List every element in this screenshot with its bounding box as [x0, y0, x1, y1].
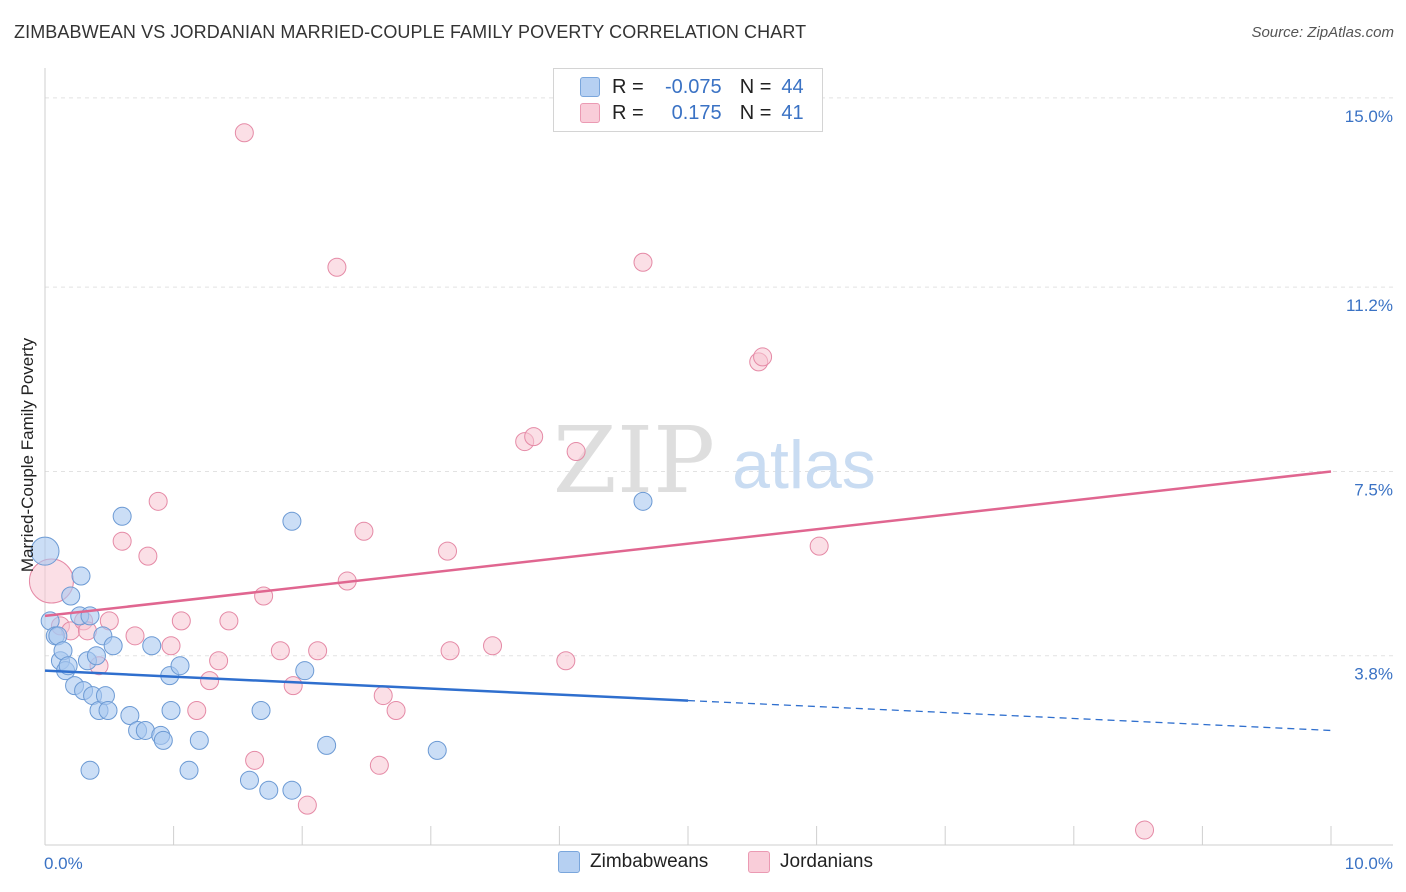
jordanians-point: [138, 546, 158, 566]
bottom-legend-jordanians: Jordanians: [748, 851, 873, 873]
jordanians-point: [633, 252, 653, 272]
jordanians-point: [809, 536, 829, 556]
zimbabweans-trend-extension: [687, 699, 1332, 732]
source-label: Source: ZipAtlas.com: [1251, 24, 1394, 41]
tick-labels: 3.8% 7.5% 11.2% 15.0% 0.0% 10.0%: [44, 107, 1393, 873]
zimbabweans-point: [251, 701, 271, 721]
y-tick-label: 7.5%: [1354, 480, 1393, 499]
jordanians-point: [483, 636, 503, 656]
jordanians-point: [308, 641, 328, 661]
jordanians-point: [556, 651, 576, 671]
jordanians-point: [234, 123, 254, 143]
legend-r-label: R =: [612, 101, 644, 124]
x-tick-label: 10.0%: [1345, 854, 1393, 873]
legend-swatch-blue: [580, 77, 600, 97]
zimbabweans-point: [317, 735, 337, 755]
y-tick-label: 15.0%: [1345, 107, 1393, 126]
zimbabweans-point: [98, 701, 118, 721]
jordanians-point: [524, 427, 544, 447]
bottom-legend-label: Zimbabweans: [590, 851, 709, 872]
zimbabweans-point: [427, 740, 447, 760]
y-tick-label: 11.2%: [1346, 296, 1393, 315]
jordanians-point: [171, 611, 191, 631]
watermark-atlas: atlas: [732, 427, 876, 503]
zimbabweans-point: [282, 511, 302, 531]
x-tick-label: 0.0%: [44, 854, 83, 873]
jordanians-point: [386, 701, 406, 721]
gridlines: [45, 97, 1393, 657]
zimbabweans-point: [112, 506, 132, 526]
jordanians-point: [245, 750, 265, 770]
jordanians-point: [148, 491, 168, 511]
y-tick-label: 3.8%: [1354, 665, 1393, 684]
zimbabweans-point: [58, 656, 78, 676]
zimbabweans-point: [86, 646, 106, 666]
watermark: ZIP atlas: [553, 407, 876, 514]
zimbabweans-point: [179, 760, 199, 780]
jordanians-point: [327, 257, 347, 277]
jordanians-point: [112, 531, 132, 551]
y-axis-title: Married-Couple Family Poverty: [18, 337, 37, 573]
jordanians-point: [219, 611, 239, 631]
jordanians-point: [161, 636, 181, 656]
zimbabweans-point: [153, 730, 173, 750]
jordanians-point: [209, 651, 229, 671]
legend-r-value: -0.075: [664, 75, 722, 98]
zimbabweans-points: [30, 491, 653, 800]
zimbabweans-point: [170, 656, 190, 676]
axes: [44, 68, 1393, 846]
jordanians-point: [187, 701, 207, 721]
bottom-legend-swatch-blue: [558, 851, 580, 873]
legend-r-value: 0.175: [671, 101, 722, 124]
zimbabweans-point: [30, 536, 60, 566]
zimbabweans-point: [120, 706, 140, 726]
legend-row-zimbabweans: R = -0.075 N = 44: [580, 74, 804, 100]
legend-swatch-pink: [580, 103, 600, 123]
jordanians-point: [440, 641, 460, 661]
zimbabweans-point: [239, 770, 259, 790]
jordanians-point: [1135, 820, 1155, 840]
zimbabweans-point: [295, 661, 315, 681]
correlation-legend: R = -0.075 N = 44 R = 0.175 N = 41: [553, 68, 823, 132]
jordanians-point: [566, 442, 586, 462]
zimbabweans-point: [282, 780, 302, 800]
jordanians-point: [270, 641, 290, 661]
jordanians-point: [354, 521, 374, 541]
jordanians-point: [297, 795, 317, 815]
zimbabweans-point: [633, 491, 653, 511]
zimbabweans-point: [103, 636, 123, 656]
bottom-legend-swatch-pink: [748, 851, 770, 873]
zimbabweans-point: [80, 760, 100, 780]
zimbabweans-point: [259, 780, 279, 800]
jordanians-point: [200, 671, 220, 691]
jordanians-point: [753, 347, 773, 367]
bottom-legend-zimbabweans: Zimbabweans: [558, 851, 708, 873]
zimbabweans-point: [161, 701, 181, 721]
legend-r-label: R =: [612, 75, 644, 98]
zimbabweans-point: [189, 730, 209, 750]
trend-lines: [44, 470, 1332, 732]
bottom-legend-label: Jordanians: [780, 851, 873, 872]
zimbabweans-point: [61, 586, 81, 606]
zimbabweans-point: [142, 636, 162, 656]
jordanians-point: [369, 755, 389, 775]
zimbabweans-point: [71, 566, 91, 586]
jordanians-trend-line: [44, 470, 1332, 618]
watermark-zip: ZIP: [553, 407, 715, 514]
legend-row-jordanians: R = 0.175 N = 41: [580, 100, 804, 126]
jordanians-point: [283, 676, 303, 696]
legend-n-value: 44: [781, 75, 804, 98]
jordanians-point: [438, 541, 458, 561]
jordanians-point: [373, 686, 393, 706]
legend-n-label: N =: [739, 75, 772, 98]
chart-title: ZIMBABWEAN VS JORDANIAN MARRIED-COUPLE F…: [14, 22, 807, 42]
legend-n-value: 41: [781, 101, 804, 124]
zimbabweans-trend-line: [44, 669, 689, 702]
legend-n-label: N =: [739, 101, 772, 124]
jordanians-point: [125, 626, 145, 646]
